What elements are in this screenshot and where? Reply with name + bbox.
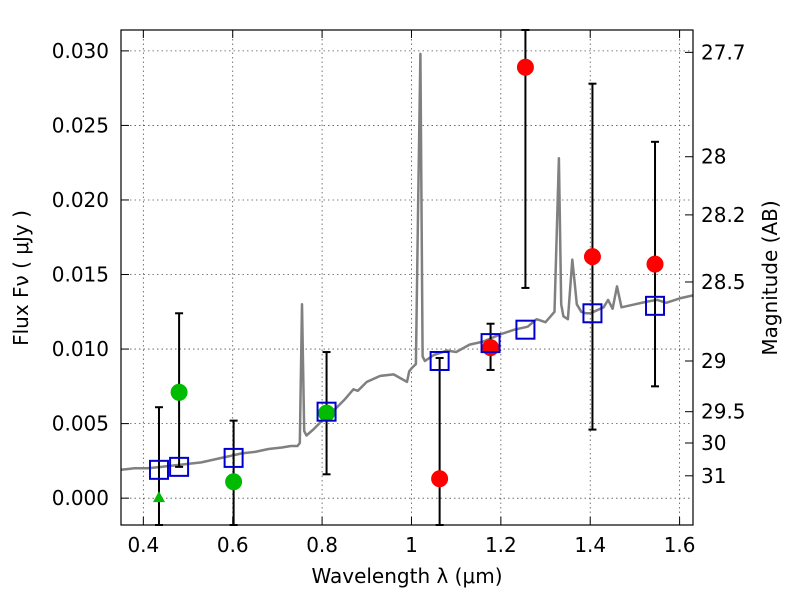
plot-frame [120,29,694,526]
y2-tick-label: 29.5 [701,400,746,424]
x-axis-label: Wavelength λ (μm) [311,564,502,588]
y2-tick-label: 28.5 [701,270,746,294]
axes: 0.4 0.6 0.8 1 1.2 1.4 1.6 0.000 0.005 0.010 0.015 0… [52,30,746,557]
red-point [431,470,449,488]
y-tick-label: 0.030 [52,39,109,63]
x-tick-label: 1.2 [485,533,517,557]
y-tick-label: 0.010 [52,337,109,361]
y-tick-label: 0.020 [52,188,109,212]
model-point [429,350,450,371]
y2-tick-label: 28 [701,145,726,169]
y2-tick-label: 29 [701,349,726,373]
upper-limit-marker [152,491,165,503]
model-point [645,295,666,316]
model-point [148,459,169,480]
model-point [582,303,603,324]
spectrum-line [120,52,694,472]
model-point [169,456,190,477]
red-point [516,58,534,76]
model-point [223,447,244,468]
y-axis-label: Flux Fν ( μJy ) [9,210,33,346]
y2-tick-label: 30 [701,431,726,455]
model-point [316,401,337,422]
x-tick-label: 0.6 [217,533,249,557]
y-tick-label: 0.005 [52,412,109,436]
red-point [583,248,601,266]
y2-tick-label: 31 [701,464,726,488]
green-point [170,383,188,401]
x-tick-label: 1 [405,533,418,557]
green-point [318,404,336,422]
x-tick-label: 1.4 [574,533,606,557]
y2-tick-label: 28.2 [701,203,746,227]
x-tick-label: 0.4 [127,533,159,557]
y-tick-label: 0.000 [52,486,109,510]
red-point [646,255,664,273]
model-point [515,319,536,340]
y-tick-label: 0.025 [52,113,109,137]
y2-axis-label: Magnitude (AB) [758,200,782,355]
x-tick-label: 1.6 [664,533,696,557]
grid [121,30,693,525]
y2-tick-label: 27.7 [701,40,746,64]
green-point [225,473,243,491]
y-tick-label: 0.015 [52,263,109,287]
x-tick-label: 0.8 [306,533,338,557]
model-point [480,333,501,354]
red-point [482,339,500,357]
